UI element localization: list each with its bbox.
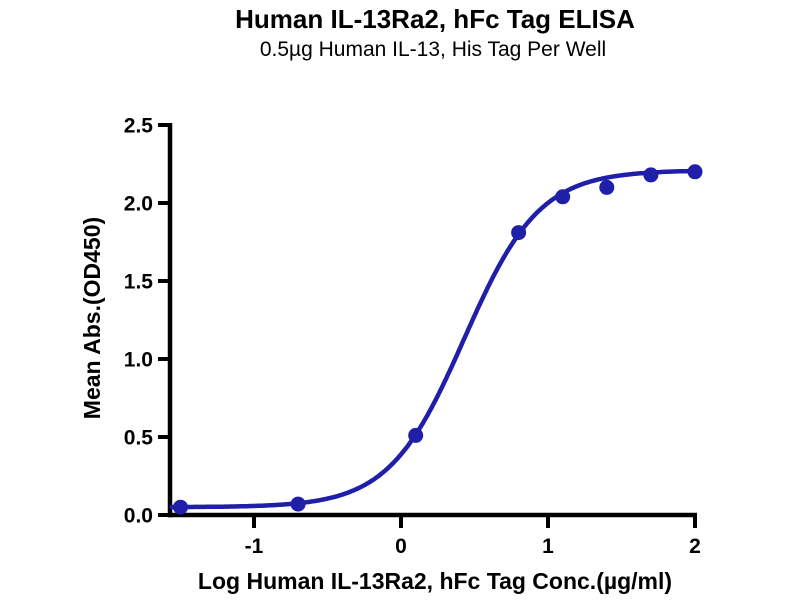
data-point — [173, 499, 188, 515]
chart-subtitle: 0.5µg Human IL-13, His Tag Per Well — [260, 38, 606, 61]
axes — [167, 123, 697, 518]
x-tick-label: -1 — [245, 535, 264, 558]
chart-title: Human IL-13Ra2, hFc Tag ELISA — [235, 4, 635, 34]
y-axis-ticks: 0.0 0.5 1.0 1.5 2.0 2.5 — [124, 115, 170, 528]
x-tick-label: 1 — [542, 535, 554, 558]
data-point — [555, 189, 571, 205]
data-series — [169, 164, 703, 515]
data-point — [408, 427, 424, 443]
data-point — [599, 179, 615, 195]
x-axis-ticks: -1 0 1 2 — [245, 515, 701, 558]
data-point — [687, 164, 703, 180]
y-tick-label: 1.5 — [124, 271, 154, 294]
x-axis-label: Log Human IL-13Ra2, hFc Tag Conc.(µg/ml) — [198, 568, 672, 594]
data-point — [511, 225, 527, 241]
y-axis-label: Mean Abs.(OD450) — [79, 217, 105, 419]
y-tick-label: 0.5 — [124, 427, 154, 450]
y-tick-label: 0.0 — [124, 505, 153, 528]
y-tick-label: 1.0 — [124, 349, 153, 372]
data-point — [643, 167, 659, 183]
x-tick-label: 2 — [689, 535, 701, 558]
data-point — [290, 496, 306, 512]
y-tick-label: 2.5 — [124, 115, 154, 138]
y-tick-label: 2.0 — [124, 193, 153, 216]
fit-curve — [169, 168, 698, 510]
x-tick-label: 0 — [395, 535, 407, 558]
